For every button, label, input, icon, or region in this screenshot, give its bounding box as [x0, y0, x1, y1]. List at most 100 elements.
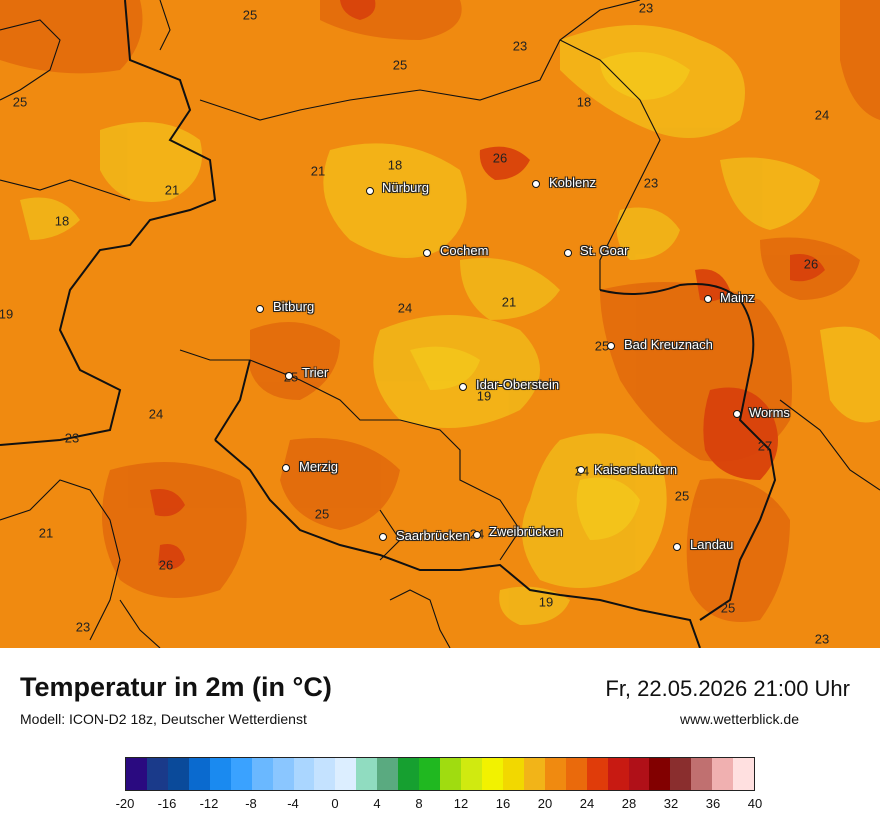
color-scale-ticks: -20 -16 -12 -8 -4 0 4 8 12 16 20 24 28 32 36 40 — [116, 796, 763, 812]
temperature-label: 26 — [158, 557, 174, 573]
temperature-label: 24 — [148, 406, 164, 422]
city-label-merzig: Merzig — [299, 459, 339, 474]
temperature-label: 25 — [314, 506, 330, 522]
temperature-label: 23 — [512, 38, 528, 54]
color-scale-swatch — [565, 758, 587, 790]
temperature-label: 21 — [164, 182, 180, 198]
temperature-label: 24 — [397, 300, 413, 316]
city-label-trier: Trier — [302, 365, 329, 380]
city-label-badkreuznach: Bad Kreuznach — [624, 337, 713, 352]
color-scale-tick-label: -12 — [199, 796, 219, 811]
color-scale-tick-label: 20 — [537, 796, 553, 811]
color-scale-swatch — [377, 758, 399, 790]
website-link[interactable]: www.wetterblick.de — [679, 711, 799, 727]
temperature-label: 19 — [538, 594, 554, 610]
temperature-label: 26 — [492, 150, 508, 166]
color-scale-swatch — [628, 758, 650, 790]
city-marker-landau — [673, 543, 681, 551]
color-scale-tick-label: 0 — [331, 796, 339, 811]
color-scale-tick-label: -20 — [115, 796, 135, 811]
color-scale-swatch — [335, 758, 357, 790]
color-scale-tick-label: 16 — [495, 796, 511, 811]
temperature-label: 21 — [310, 163, 326, 179]
temperature-label: 25 — [392, 57, 408, 73]
color-scale-tick-label: 32 — [663, 796, 679, 811]
temperature-label: 25 — [12, 94, 28, 110]
temperature-label: 23 — [638, 0, 654, 16]
city-label-koblenz: Koblenz — [549, 175, 596, 190]
temperature-label: 23 — [814, 631, 830, 647]
color-scale-swatch — [523, 758, 545, 790]
temperature-label: 25 — [674, 488, 690, 504]
color-scale-swatch — [712, 758, 734, 790]
color-scale-tick-label: 28 — [621, 796, 637, 811]
color-scale-swatch — [502, 758, 524, 790]
color-scale-swatch — [230, 758, 252, 790]
city-marker-stgoar — [564, 249, 572, 257]
color-scale-swatch — [251, 758, 273, 790]
color-scale-swatch — [146, 758, 168, 790]
temperature-label: 19 — [0, 306, 14, 322]
temperature-field — [0, 0, 880, 648]
city-label-nurburg: Nürburg — [382, 180, 429, 195]
temperature-label: 25 — [242, 7, 258, 23]
color-scale-tick-label: 36 — [705, 796, 721, 811]
city-marker-mainz — [704, 295, 712, 303]
city-label-zweibruecken: Zweibrücken — [489, 524, 563, 539]
city-label-saarbruecken: Saarbrücken — [396, 528, 470, 543]
temperature-label: 21 — [501, 294, 517, 310]
temperature-label: 24 — [814, 107, 830, 123]
city-marker-saarbruecken — [379, 533, 387, 541]
color-scale-swatch — [167, 758, 189, 790]
city-marker-cochem — [423, 249, 431, 257]
color-scale-tick-label: 40 — [747, 796, 763, 811]
color-scale-tick-label: 4 — [373, 796, 381, 811]
city-label-landau: Landau — [690, 537, 734, 552]
city-label-mainz: Mainz — [720, 290, 755, 305]
model-source: Modell: ICON-D2 18z, Deutscher Wetterdie… — [20, 711, 307, 727]
color-scale-bar — [125, 757, 755, 791]
color-scale-swatch — [544, 758, 566, 790]
temperature-label: 19 — [476, 388, 492, 404]
temperature-label: 23 — [643, 175, 659, 191]
temperature-label: 21 — [38, 525, 54, 541]
city-marker-kaiserslautern — [577, 466, 585, 474]
color-scale-tick-label: 24 — [579, 796, 595, 811]
city-label-idar: Idar-Oberstein — [476, 377, 560, 392]
color-scale-swatch — [419, 758, 441, 790]
temperature-label: 18 — [387, 157, 403, 173]
city-marker-merzig — [282, 464, 290, 472]
color-scale-swatch — [314, 758, 336, 790]
color-scale-swatch — [209, 758, 231, 790]
color-scale-swatch — [293, 758, 315, 790]
temperature-label: 27 — [757, 438, 773, 454]
color-scale-swatch — [733, 758, 755, 790]
temperature-label: 23 — [64, 430, 80, 446]
city-label-stgoar: St. Goar — [580, 243, 629, 258]
forecast-datetime: Fr, 22.05.2026 21:00 Uhr — [605, 676, 850, 701]
color-scale-swatch — [670, 758, 692, 790]
color-scale-swatch — [691, 758, 713, 790]
color-scale-swatch — [272, 758, 294, 790]
color-scale-tick-label: 12 — [453, 796, 469, 811]
color-scale-swatch — [356, 758, 378, 790]
color-scale-swatch — [461, 758, 482, 790]
temperature-map: 25 23 25 23 25 18 24 18 21 26 23 21 18 2… — [0, 0, 880, 648]
temperature-label: 26 — [803, 256, 819, 272]
color-scale-swatch — [398, 758, 420, 790]
color-scale-swatch — [188, 758, 210, 790]
color-scale-tick-label: -16 — [157, 796, 177, 811]
city-marker-badkreuznach — [607, 342, 615, 350]
city-marker-nurburg — [366, 187, 374, 195]
city-label-bitburg: Bitburg — [273, 299, 315, 314]
temperature-label: 25 — [594, 338, 610, 354]
temperature-label: 25 — [720, 600, 736, 616]
color-scale-tick-label: -4 — [287, 796, 299, 811]
color-scale-swatch — [649, 758, 671, 790]
color-scale-swatch — [586, 758, 608, 790]
color-scale-swatch — [440, 758, 461, 790]
temperature-label: 23 — [75, 619, 91, 635]
city-label-kaiserslautern: Kaiserslautern — [594, 462, 678, 477]
city-marker-bitburg — [256, 305, 264, 313]
temperature-label: 18 — [576, 94, 592, 110]
